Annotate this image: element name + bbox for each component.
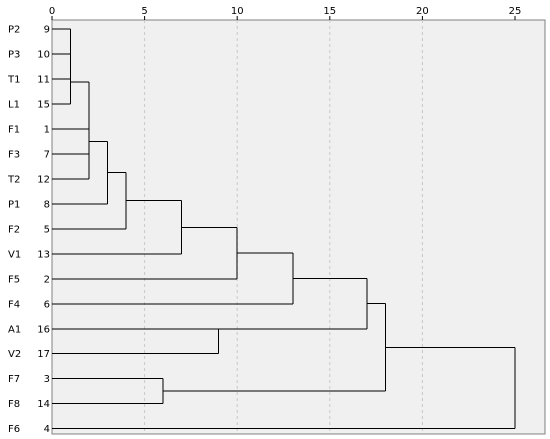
leaf-label-L1: L1 [8, 99, 20, 110]
tick-label-20: 20 [416, 6, 429, 17]
leaf-number-12: 12 [37, 174, 50, 185]
tick-label-10: 10 [231, 6, 244, 17]
leaf-label-P2: P2 [8, 25, 20, 36]
leaf-label-F2: F2 [8, 224, 20, 235]
leaf-label-T2: T2 [7, 174, 20, 185]
leaf-number-9: 9 [44, 25, 50, 36]
leaf-label-F1: F1 [8, 124, 20, 135]
tick-label-25: 25 [509, 6, 522, 17]
leaf-number-16: 16 [37, 324, 50, 335]
leaf-label-V1: V1 [8, 249, 21, 260]
tick-label-5: 5 [141, 6, 147, 17]
leaf-label-V2: V2 [8, 349, 21, 360]
leaf-labels: P2 9 P3 10 T1 11 L1 15 F1 1 F3 7 T2 12 P1 8 F2 5 V1 13 F5 2 F4… [7, 25, 50, 436]
leaf-number-1: 1 [44, 124, 50, 135]
leaf-number-3: 3 [44, 374, 50, 385]
leaf-label-F3: F3 [8, 149, 20, 160]
x-axis-ticks: 0 5 10 15 20 25 [49, 6, 522, 20]
leaf-label-P1: P1 [8, 199, 20, 210]
leaf-label-F7: F7 [8, 374, 20, 385]
tick-label-0: 0 [49, 6, 55, 17]
plot-area [51, 19, 546, 435]
leaf-number-10: 10 [37, 49, 50, 60]
leaf-label-F6: F6 [8, 424, 20, 435]
leaf-label-F5: F5 [8, 274, 20, 285]
leaf-number-4: 4 [44, 424, 50, 435]
leaf-label-T1: T1 [7, 74, 20, 85]
leaf-label-P3: P3 [8, 49, 20, 60]
leaf-label-A1: A1 [8, 324, 21, 335]
leaf-number-7: 7 [44, 149, 50, 160]
dendrogram-links [52, 28, 516, 430]
leaf-number-2: 2 [44, 274, 50, 285]
leaf-number-15: 15 [37, 99, 50, 110]
tick-label-15: 15 [323, 6, 336, 17]
leaf-number-14: 14 [37, 399, 50, 410]
leaf-label-F4: F4 [8, 299, 20, 310]
leaf-number-17: 17 [37, 349, 50, 360]
leaf-number-5: 5 [44, 224, 50, 235]
leaf-number-8: 8 [44, 199, 50, 210]
leaf-number-13: 13 [37, 249, 50, 260]
leaf-number-6: 6 [44, 299, 50, 310]
leaf-number-11: 11 [37, 74, 50, 85]
leaf-label-F8: F8 [8, 399, 20, 410]
